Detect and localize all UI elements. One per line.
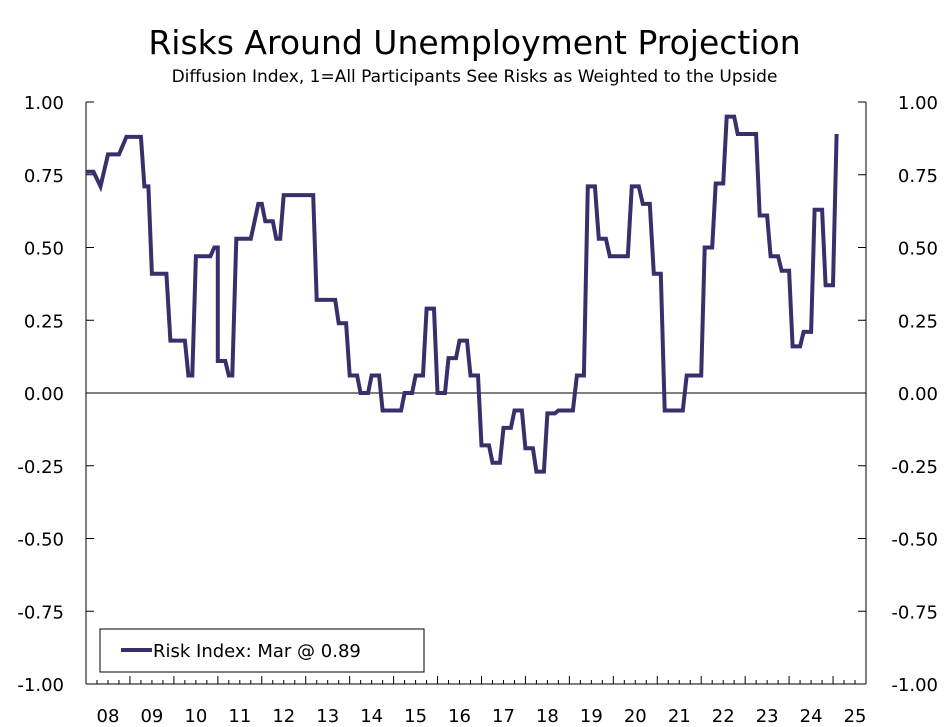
chart-title: Risks Around Unemployment Projection [148, 23, 801, 62]
y-tick-label-right: 0.75 [898, 166, 938, 187]
x-tick-label: 20 [624, 706, 647, 727]
x-tick-label: 09 [140, 706, 163, 727]
y-tick-label-left: -1.00 [17, 675, 64, 696]
x-tick-label: 22 [712, 706, 735, 727]
right-axis-labels: 1.00 0.75 0.50 0.25 0.00 -0.25 -0.50 -0.75 -1.00 [891, 93, 938, 696]
x-axis-labels: 08 09 10 11 12 13 14 15 16 17 18 19 20 21 22 23 24 25 [97, 706, 867, 727]
x-tick-label: 18 [536, 706, 559, 727]
y-tick-label-left: -0.50 [17, 530, 64, 551]
y-tick-label-left: 0.25 [24, 311, 64, 332]
legend: Risk Index: Mar @ 0.89 [99, 628, 425, 673]
y-tick-label-right: 0.25 [898, 311, 938, 332]
y-tick-label-right: -0.75 [891, 602, 938, 623]
y-tick-label-right: -0.50 [891, 530, 938, 551]
series-line-risk-index [86, 114, 839, 474]
y-tick-label-left: 0.75 [24, 166, 64, 187]
series-group [86, 114, 839, 474]
tick-marks [85, 101, 867, 685]
y-tick-label-right: 0.50 [898, 239, 938, 260]
x-tick-label: 08 [97, 706, 120, 727]
x-tick-label: 14 [360, 706, 383, 727]
y-tick-label-right: -1.00 [891, 675, 938, 696]
axes [85, 102, 867, 685]
y-tick-label-left: -0.75 [17, 602, 64, 623]
x-tick-label: 25 [844, 706, 867, 727]
left-axis-labels: 1.00 0.75 0.50 0.25 0.00 -0.25 -0.50 -0.75 -1.00 [17, 93, 64, 696]
y-tick-label-left: 0.00 [24, 384, 64, 405]
x-tick-label: 10 [184, 706, 207, 727]
x-tick-label: 21 [668, 706, 691, 727]
legend-label: Risk Index: Mar @ 0.89 [153, 641, 361, 662]
chart-subtitle: Diffusion Index, 1=All Participants See … [171, 67, 778, 87]
x-tick-label: 15 [404, 706, 427, 727]
y-tick-label-left: 1.00 [24, 93, 64, 114]
x-tick-label: 13 [316, 706, 339, 727]
x-tick-label: 12 [272, 706, 295, 727]
x-tick-label: 11 [228, 706, 251, 727]
y-tick-label-right: -0.25 [891, 457, 938, 478]
x-tick-label: 23 [756, 706, 779, 727]
y-tick-label-left: 0.50 [24, 239, 64, 260]
y-tick-label-left: -0.25 [17, 457, 64, 478]
x-tick-label: 17 [492, 706, 515, 727]
x-tick-label: 24 [800, 706, 823, 727]
x-tick-label: 19 [580, 706, 603, 727]
legend-box [99, 628, 425, 673]
x-tick-label: 16 [448, 706, 471, 727]
y-tick-label-right: 0.00 [898, 384, 938, 405]
y-tick-label-right: 1.00 [898, 93, 938, 114]
